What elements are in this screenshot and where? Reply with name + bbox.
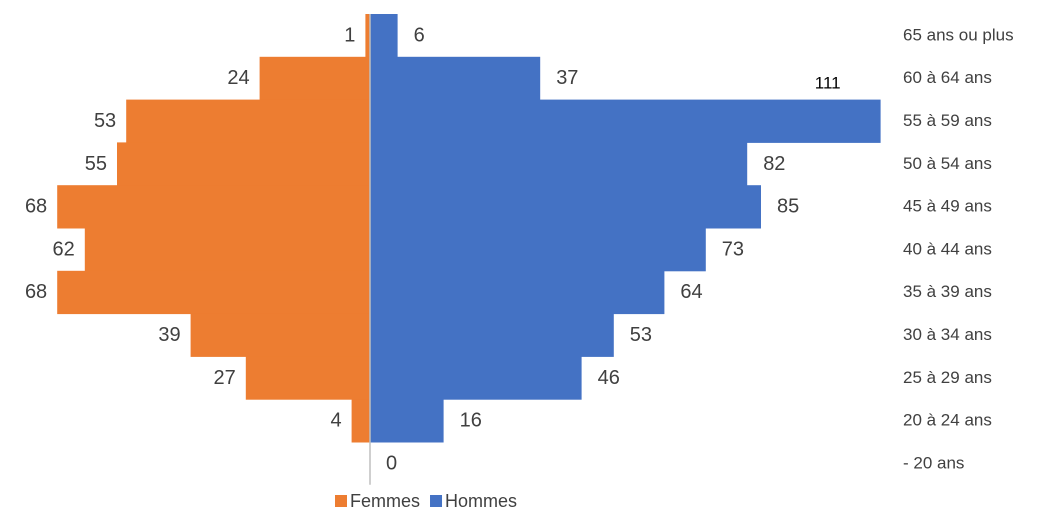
category-label-20-a-24-ans: 20 à 24 ans bbox=[903, 411, 992, 430]
bar-femmes-60-a-64-ans bbox=[259, 56, 370, 101]
bar-hommes-55-a-59-ans bbox=[370, 99, 881, 143]
bar-hommes-50-a-54-ans bbox=[370, 142, 748, 186]
bar-hommes-35-a-39-ans bbox=[370, 270, 665, 315]
bar-hommes-30-a-34-ans bbox=[370, 313, 614, 357]
label-femmes-65-ans-ou-plus: 1 bbox=[344, 24, 355, 46]
label-hommes-40-a-44-ans: 73 bbox=[722, 238, 744, 260]
bar-femmes-65-ans-ou-plus bbox=[365, 14, 370, 58]
label-hommes-60-a-64-ans: 37 bbox=[556, 67, 578, 89]
category-label-45-a-49-ans: 45 à 49 ans bbox=[903, 197, 992, 216]
bar-hommes-65-ans-ou-plus bbox=[370, 14, 398, 58]
label-hommes-65-ans-ou-plus: 6 bbox=[414, 24, 425, 46]
label-femmes-45-a-49-ans: 68 bbox=[25, 196, 47, 218]
bar-hommes-40-a-44-ans bbox=[370, 228, 706, 272]
label-femmes-50-a-54-ans: 55 bbox=[85, 153, 107, 175]
label-hommes-25-a-29-ans: 46 bbox=[598, 367, 620, 389]
legend-label-hommes: Hommes bbox=[445, 491, 517, 511]
label-femmes-20-a-24-ans: 4 bbox=[330, 410, 341, 432]
bar-femmes-30-a-34-ans bbox=[190, 313, 370, 357]
category-label-55-a-59-ans: 55 à 59 ans bbox=[903, 111, 992, 130]
bar-femmes-40-a-44-ans bbox=[84, 228, 371, 272]
label-hommes-20-a-24-ans: 16 bbox=[460, 410, 482, 432]
bar-hommes-60-a-64-ans bbox=[370, 56, 541, 101]
category-label-20-ans: - 20 ans bbox=[903, 453, 964, 472]
label-femmes-25-a-29-ans: 27 bbox=[214, 367, 236, 389]
label-femmes-35-a-39-ans: 68 bbox=[25, 281, 47, 303]
category-label-50-a-54-ans: 50 à 54 ans bbox=[903, 154, 992, 173]
bar-femmes-55-a-59-ans bbox=[126, 99, 370, 143]
label-hommes-20-ans: 0 bbox=[386, 452, 397, 474]
bar-femmes-35-a-39-ans bbox=[57, 270, 370, 315]
label-hommes-35-a-39-ans: 64 bbox=[680, 281, 702, 303]
label-femmes-55-a-59-ans: 53 bbox=[94, 110, 116, 132]
category-label-60-a-64-ans: 60 à 64 ans bbox=[903, 68, 992, 87]
category-label-30-a-34-ans: 30 à 34 ans bbox=[903, 325, 992, 344]
label-hommes-55-a-59-ans: 111 bbox=[815, 74, 841, 93]
bar-hommes-25-a-29-ans bbox=[370, 356, 582, 400]
category-labels-layer: 65 ans ou plus 60 à 64 ans 55 à 59 ans 50 à… bbox=[903, 25, 1014, 472]
bar-femmes-25-a-29-ans bbox=[245, 356, 370, 400]
label-hommes-45-a-49-ans: 85 bbox=[777, 196, 799, 218]
legend: Femmes Hommes bbox=[335, 491, 517, 511]
bar-femmes-50-a-54-ans bbox=[117, 142, 370, 186]
legend-label-femmes: Femmes bbox=[350, 491, 420, 511]
legend-swatch-hommes bbox=[430, 495, 443, 507]
bar-hommes-45-a-49-ans bbox=[370, 185, 761, 229]
bar-hommes-20-a-24-ans bbox=[370, 399, 444, 443]
label-hommes-30-a-34-ans: 53 bbox=[630, 324, 652, 346]
category-label-35-a-39-ans: 35 à 39 ans bbox=[903, 282, 992, 301]
bar-femmes-20-a-24-ans bbox=[351, 399, 370, 443]
label-hommes-50-a-54-ans: 82 bbox=[763, 153, 785, 175]
category-label-65-ans-ou-plus: 65 ans ou plus bbox=[903, 25, 1014, 44]
label-femmes-40-a-44-ans: 62 bbox=[53, 238, 75, 260]
bar-femmes-45-a-49-ans bbox=[57, 185, 370, 229]
category-label-25-a-29-ans: 25 à 29 ans bbox=[903, 368, 992, 387]
legend-swatch-femmes bbox=[335, 495, 347, 507]
label-femmes-60-a-64-ans: 24 bbox=[227, 67, 249, 89]
label-femmes-30-a-34-ans: 39 bbox=[158, 324, 180, 346]
category-label-40-a-44-ans: 40 à 44 ans bbox=[903, 239, 992, 258]
bars-layer bbox=[57, 14, 881, 443]
